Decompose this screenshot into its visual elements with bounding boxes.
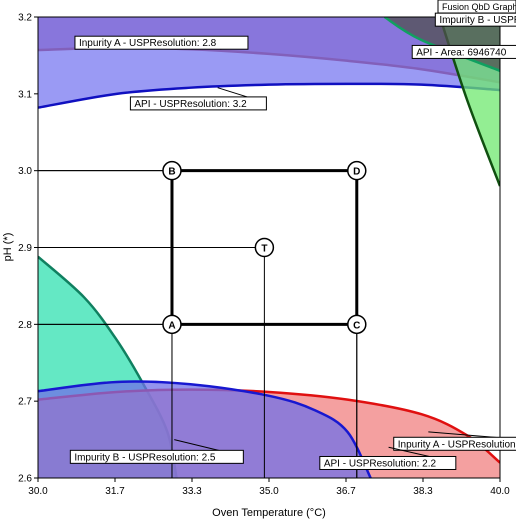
design-points: A B C D T <box>162 160 367 335</box>
y-tick-label: 2.6 <box>18 474 32 485</box>
x-tick-label: 30.0 <box>28 486 48 497</box>
chart-title: Fusion QbD Graph <box>442 2 516 12</box>
design-point-D: D <box>347 160 367 181</box>
svg-text:API - Area: 6946740: API - Area: 6946740 <box>416 47 507 58</box>
x-tick-label: 33.3 <box>182 486 202 497</box>
region-edge-6 <box>38 380 372 478</box>
y-axis-title: pH (*) <box>2 233 14 262</box>
callout-3: Impurity B - USPResolution <box>434 12 516 27</box>
svg-text:Inpurity A - USPResolution: 3.: Inpurity A - USPResolution: 3.8 <box>398 439 516 450</box>
svg-text:API - USPResolution: 3.2: API - USPResolution: 3.2 <box>134 99 247 110</box>
x-tick-label: 36.7 <box>336 486 356 497</box>
y-tick-label: 2.8 <box>18 320 32 331</box>
callout-5: Inpurity A - USPResolution: 3.8 <box>393 431 516 451</box>
svg-text:Inpurity A - USPResolution: 2.: Inpurity A - USPResolution: 2.8 <box>79 38 217 49</box>
design-point-B: B <box>162 160 182 181</box>
y-tick-label: 2.9 <box>18 243 32 254</box>
design-point-C: C <box>347 314 367 335</box>
region-callouts: Inpurity A - USPResolution: 2.8 API - USP… <box>69 12 516 470</box>
y-tick-label: 3.0 <box>18 166 32 177</box>
y-tick-label: 3.1 <box>18 89 32 100</box>
region-edge-1 <box>38 82 500 109</box>
svg-text:D: D <box>353 167 360 178</box>
region-edge-3 <box>383 17 500 72</box>
callout-0: Inpurity A - USPResolution: 2.8 <box>74 35 249 50</box>
design-point-T: T <box>254 237 275 258</box>
y-tick-label: 3.2 <box>18 13 32 24</box>
svg-text:Impurity B - USPResolution: 2.: Impurity B - USPResolution: 2.5 <box>74 452 216 463</box>
callout-1: API - USPResolution: 3.2 <box>129 87 267 111</box>
x-tick-label: 38.3 <box>413 486 433 497</box>
callout-6: API - USPResolution: 2.2 <box>319 446 457 470</box>
svg-text:API - USPResolution: 2.2: API - USPResolution: 2.2 <box>324 458 437 469</box>
chart-title-box: Fusion QbD Graph <box>437 0 516 14</box>
axis-ticks: 30.0 31.7 33.3 35.0 36.7 38.3 40.0 2.6 2.7 2.8 2.9… <box>18 13 510 498</box>
callout-4: Impurity B - USPResolution: 2.5 <box>69 439 244 464</box>
svg-text:T: T <box>261 244 267 255</box>
x-axis-title: Oven Temperature (°C) <box>212 507 326 519</box>
svg-text:B: B <box>168 167 175 178</box>
x-tick-label: 40.0 <box>490 486 510 497</box>
y-tick-label: 2.7 <box>18 397 32 408</box>
callout-2: API - Area: 6946740 <box>411 44 516 59</box>
svg-text:C: C <box>353 320 360 331</box>
svg-text:A: A <box>168 320 175 331</box>
svg-text:Impurity B - USPResolution: Impurity B - USPResolution <box>439 15 516 26</box>
x-tick-label: 35.0 <box>259 486 279 497</box>
x-tick-label: 31.7 <box>105 486 125 497</box>
design-point-A: A <box>162 314 182 335</box>
